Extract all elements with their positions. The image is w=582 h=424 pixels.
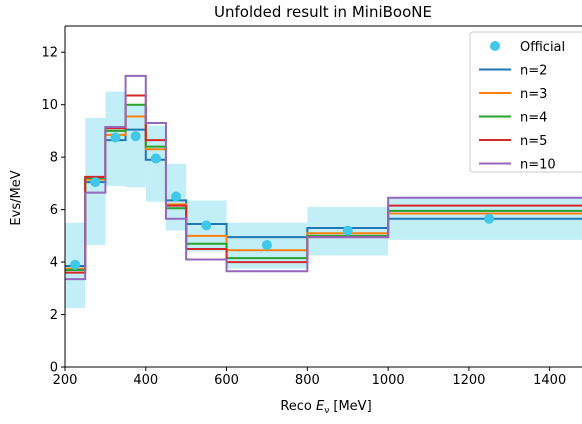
official-point bbox=[110, 132, 120, 142]
y-axis-label: Evs/MeV bbox=[9, 170, 24, 225]
legend-label: n=5 bbox=[520, 134, 547, 149]
band-bin bbox=[146, 126, 166, 202]
official-point bbox=[151, 153, 161, 163]
y-tick-label: 10 bbox=[41, 98, 58, 113]
official-point bbox=[262, 240, 272, 250]
official-point bbox=[131, 131, 141, 141]
official-point bbox=[90, 177, 100, 187]
legend-label: n=4 bbox=[520, 111, 547, 126]
official-point bbox=[343, 226, 353, 236]
official-point bbox=[70, 260, 80, 270]
official-point bbox=[171, 192, 181, 202]
legend: Official n=2 n=3 n=4 n=5 n=10 bbox=[470, 32, 582, 173]
x-tick-label: 800 bbox=[295, 373, 320, 388]
legend-label: n=2 bbox=[520, 64, 547, 79]
y-tick-label: 2 bbox=[50, 308, 58, 323]
y-tick-label: 12 bbox=[41, 46, 58, 61]
x-tick-label: 600 bbox=[214, 373, 239, 388]
legend-marker-official bbox=[490, 41, 500, 51]
official-point bbox=[201, 220, 211, 230]
y-tick-label: 6 bbox=[50, 203, 58, 218]
chart-title: Unfolded result in MiniBooNE bbox=[214, 3, 432, 21]
x-tick-label: 1400 bbox=[533, 373, 566, 388]
x-tick-label: 1200 bbox=[452, 373, 485, 388]
x-tick-label: 1000 bbox=[372, 373, 405, 388]
y-tick-label: 0 bbox=[50, 361, 58, 376]
y-tick-label: 8 bbox=[50, 151, 58, 166]
legend-label: n=3 bbox=[520, 87, 547, 102]
x-axis-label: Reco Eν [MeV] bbox=[280, 399, 371, 416]
legend-label: Official bbox=[520, 40, 565, 55]
x-tick-label: 400 bbox=[133, 373, 158, 388]
x-ticks: 200 400 600 800 1000 1200 1400 bbox=[53, 367, 567, 388]
official-point bbox=[484, 214, 494, 224]
y-tick-label: 4 bbox=[50, 256, 58, 271]
legend-label: n=10 bbox=[520, 158, 556, 173]
y-ticks: 0 2 4 6 8 10 12 bbox=[41, 46, 65, 376]
